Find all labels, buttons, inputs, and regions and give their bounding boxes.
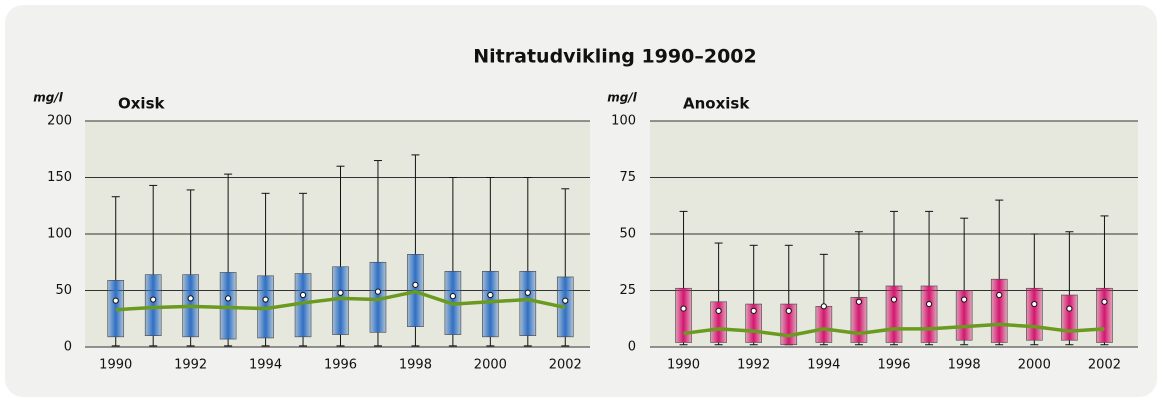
x-tick-label: 1996 <box>877 358 910 373</box>
box <box>1061 294 1078 341</box>
mean-marker <box>112 297 119 304</box>
y-tick-label: 100 <box>47 227 72 242</box>
mean-marker <box>374 288 382 295</box>
x-tick-label: 1990 <box>667 358 700 373</box>
mean-marker <box>225 295 232 302</box>
chart-title: Anoxisk <box>683 95 750 113</box>
mean-marker <box>785 307 792 314</box>
box <box>675 287 692 343</box>
y-axis-label: mg/l <box>607 91 637 105</box>
mean-marker <box>855 298 863 305</box>
median-line <box>115 289 566 312</box>
box <box>144 274 162 336</box>
x-tick-label: 1996 <box>324 358 357 373</box>
mean-marker <box>562 297 569 304</box>
box <box>710 301 727 343</box>
x-tick-label: 1998 <box>399 358 432 373</box>
mean-marker <box>925 300 933 308</box>
mean-marker <box>750 307 757 314</box>
box <box>885 285 903 343</box>
mean-marker <box>262 296 269 303</box>
y-tick-label: 0 <box>628 340 636 355</box>
x-tick-label: 2000 <box>474 358 507 373</box>
x-tick-label: 2002 <box>549 358 582 373</box>
mean-marker <box>715 307 722 314</box>
mean-marker <box>996 291 1003 299</box>
y-tick-label: 50 <box>619 227 636 242</box>
mean-marker <box>487 291 494 299</box>
mean-marker <box>890 296 898 303</box>
x-tick-label: 2000 <box>1018 358 1051 373</box>
x-tick-label: 2002 <box>1088 358 1121 373</box>
mean-marker <box>337 289 344 296</box>
mean-marker <box>150 296 157 303</box>
x-tick-label: 1994 <box>249 358 282 373</box>
x-tick-label: 1994 <box>807 358 840 373</box>
mean-marker <box>680 305 687 312</box>
mean-marker <box>187 295 194 302</box>
y-tick-label: 75 <box>619 170 636 185</box>
y-tick-label: 50 <box>55 283 72 298</box>
x-tick-label: 1998 <box>948 358 981 373</box>
median-line <box>683 322 1105 338</box>
mean-marker <box>961 296 968 303</box>
y-tick-label: 200 <box>47 114 72 129</box>
box <box>815 306 833 343</box>
mean-marker <box>299 291 307 299</box>
box <box>1096 287 1113 343</box>
y-axis-label: mg/l <box>33 91 63 105</box>
mean-marker <box>449 293 456 300</box>
box <box>920 285 938 343</box>
mean-marker <box>1101 298 1108 305</box>
mean-marker <box>524 289 531 296</box>
box <box>990 278 1008 343</box>
box <box>482 270 499 338</box>
y-tick-label: 25 <box>619 283 636 298</box>
figure-title: Nitratudvikling 1990–2002 <box>473 46 756 68</box>
mean-marker <box>412 281 419 288</box>
box <box>1026 287 1043 341</box>
chart-title: Oxisk <box>118 95 165 113</box>
y-tick-label: 150 <box>47 170 72 185</box>
mean-marker <box>820 303 827 310</box>
mean-marker <box>1066 305 1073 312</box>
box <box>519 270 537 337</box>
x-tick-label: 1990 <box>99 358 132 373</box>
y-tick-label: 100 <box>611 114 636 129</box>
y-tick-label: 0 <box>64 340 72 355</box>
x-tick-label: 1992 <box>737 358 770 373</box>
mean-marker <box>1031 300 1038 308</box>
x-tick-label: 1992 <box>174 358 207 373</box>
